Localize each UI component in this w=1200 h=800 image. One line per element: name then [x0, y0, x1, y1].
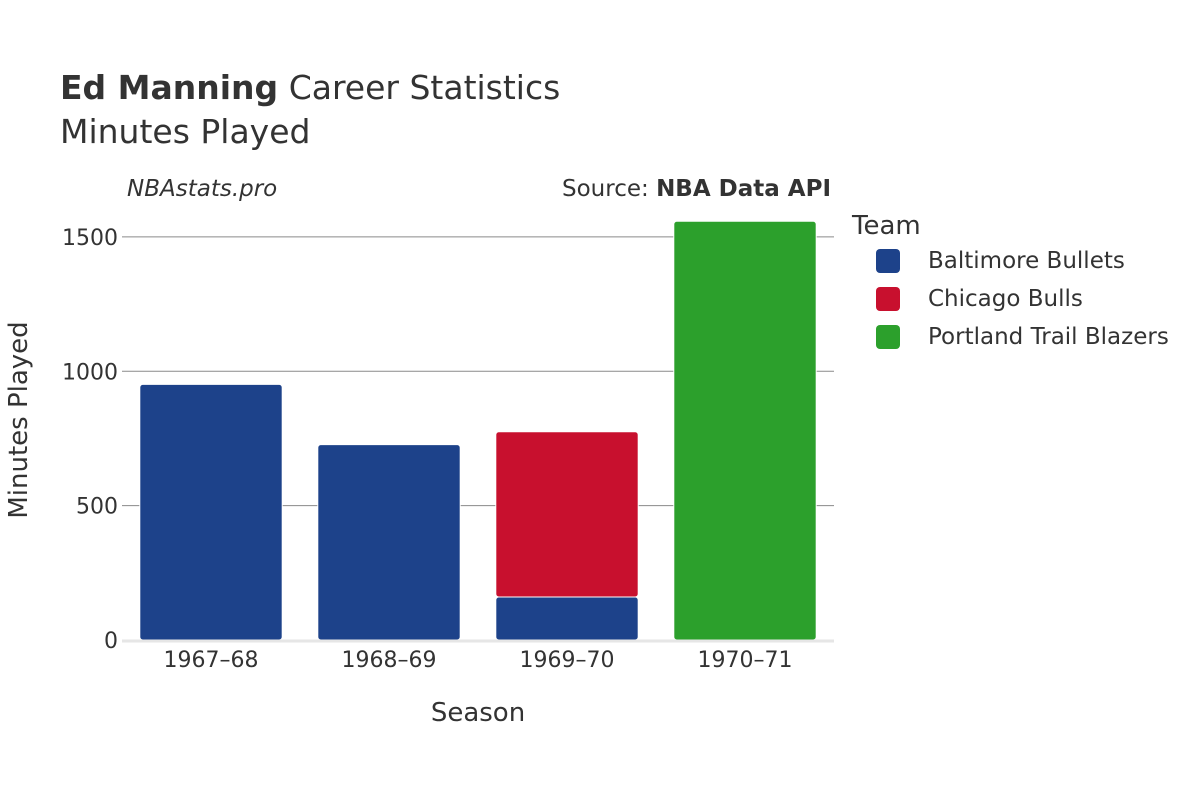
bar	[495, 431, 639, 598]
legend-item-portland-trail-blazers[interactable]: Portland Trail Blazers	[876, 318, 1169, 356]
legend-label: Portland Trail Blazers	[928, 324, 1169, 350]
source-name: NBA Data API	[656, 176, 831, 202]
legend-label: Baltimore Bullets	[928, 248, 1125, 274]
y-tick-label: 500	[76, 495, 118, 520]
legend-item-chicago-bulls[interactable]: Chicago Bulls	[876, 280, 1169, 318]
y-tick-label: 1500	[62, 226, 118, 251]
player-name: Ed Manning	[60, 68, 279, 107]
legend-swatch	[876, 287, 900, 311]
legend-item-baltimore-bullets[interactable]: Baltimore Bullets	[876, 242, 1169, 280]
source-note: Source: NBA Data API	[562, 176, 831, 202]
x-tick-label: 1967–68	[164, 648, 259, 673]
bar	[139, 383, 283, 641]
legend-title: Team	[852, 211, 921, 241]
source-prefix: Source:	[562, 176, 657, 202]
chart-subtitle: Minutes Played	[60, 112, 311, 151]
legend-label: Chicago Bulls	[928, 286, 1083, 312]
y-tick-label: 0	[104, 629, 118, 654]
title-rest: Career Statistics	[288, 68, 561, 107]
x-tick-label: 1968–69	[342, 648, 437, 673]
legend-swatch	[876, 325, 900, 349]
x-tick-label: 1970–71	[698, 648, 793, 673]
x-tick-label: 1969–70	[520, 648, 615, 673]
watermark: NBAstats.pro	[127, 176, 278, 202]
legend-swatch	[876, 249, 900, 273]
chart-title: Ed Manning Career Statistics	[60, 68, 560, 108]
y-tick-label: 1000	[62, 360, 118, 385]
x-axis-title: Season	[431, 698, 525, 728]
y-axis-title: Minutes Played	[4, 321, 34, 518]
bar	[673, 220, 817, 641]
bar	[495, 596, 639, 641]
legend: Team Baltimore Bullets Chicago Bulls Por…	[852, 210, 1169, 356]
bar	[317, 444, 461, 641]
